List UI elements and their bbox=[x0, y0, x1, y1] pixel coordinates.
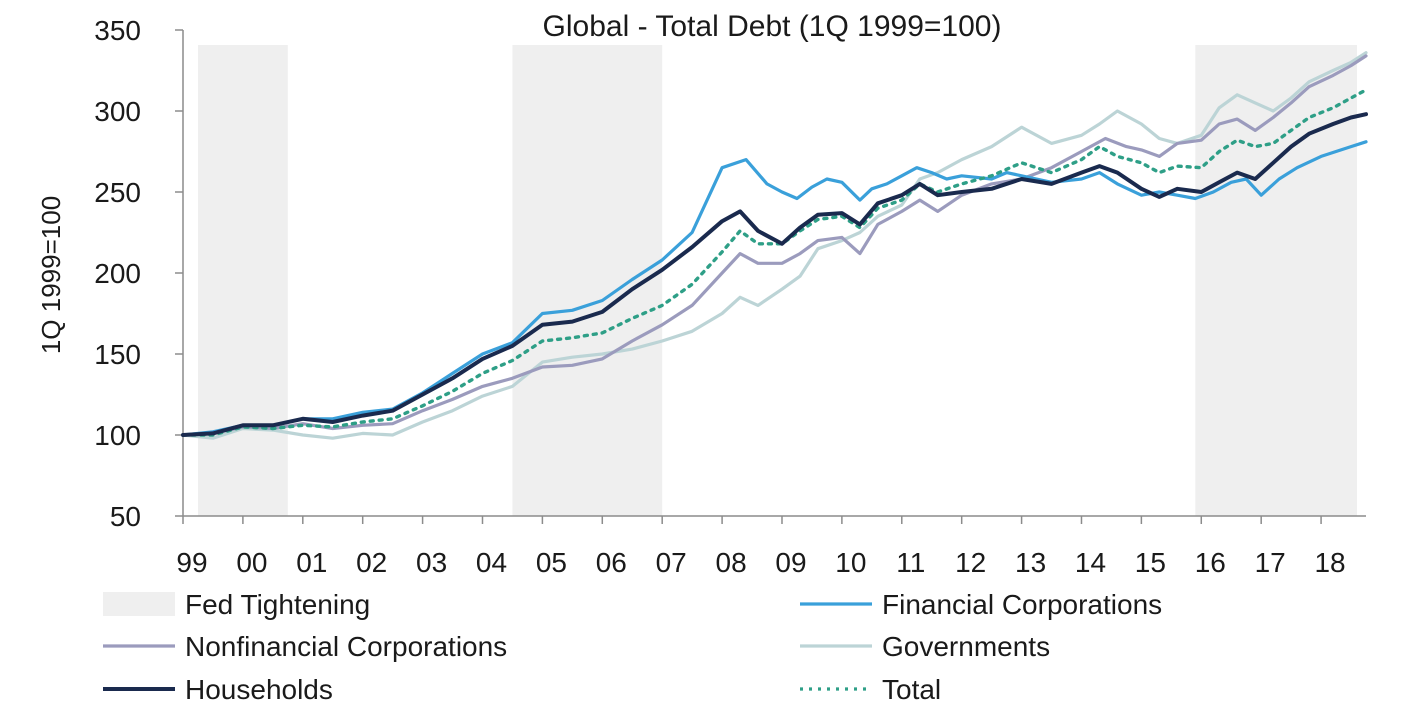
series-line-financial-corporations bbox=[181, 140, 1368, 437]
x-tick-label: 10 bbox=[835, 547, 866, 578]
x-tick-label: 14 bbox=[1075, 547, 1106, 578]
x-tick-label: 05 bbox=[536, 547, 567, 578]
y-tick-label: 50 bbox=[110, 501, 141, 532]
series-lines bbox=[181, 51, 1368, 440]
fed-tightening-region-2 bbox=[512, 45, 663, 516]
series-line-governments bbox=[181, 51, 1368, 440]
y-tick-label: 150 bbox=[94, 339, 141, 370]
y-tick-label: 350 bbox=[94, 15, 141, 46]
shaded-regions bbox=[197, 45, 1358, 516]
x-tick-label: 18 bbox=[1314, 547, 1345, 578]
legend-label-total: Total bbox=[882, 674, 941, 705]
y-ticks: 50 100 150 200 250 300 350 bbox=[94, 15, 183, 532]
x-tick-label: 11 bbox=[896, 547, 925, 578]
x-tick-label: 04 bbox=[476, 547, 507, 578]
x-ticks: 99 00 01 02 03 04 05 06 07 08 09 10 11 12 13 14 15 16 17 18 bbox=[176, 516, 1346, 578]
axes bbox=[182, 30, 1366, 517]
y-tick-label: 200 bbox=[94, 258, 141, 289]
x-tick-label: 07 bbox=[656, 547, 687, 578]
y-tick-label: 300 bbox=[94, 96, 141, 127]
y-axis-label: 1Q 1999=100 bbox=[36, 196, 66, 354]
legend-swatch-fed-tightening bbox=[103, 592, 175, 616]
x-tick-label: 08 bbox=[716, 547, 747, 578]
series-line-households bbox=[181, 112, 1368, 437]
series-line-total bbox=[181, 88, 1368, 437]
x-tick-label: 17 bbox=[1255, 547, 1286, 578]
legend-label-nonfinancial-corporations: Nonfinancial Corporations bbox=[185, 631, 507, 662]
y-tick-label: 100 bbox=[94, 420, 141, 451]
x-tick-label: 99 bbox=[176, 547, 207, 578]
fed-tightening-region-1 bbox=[197, 45, 288, 516]
x-tick-label: 15 bbox=[1135, 547, 1166, 578]
legend: Fed Tightening Financial Corporations Nonf… bbox=[103, 589, 1162, 705]
series-line-nonfinancial-corporations bbox=[181, 54, 1368, 437]
x-tick-label: 09 bbox=[775, 547, 806, 578]
x-tick-label: 16 bbox=[1195, 547, 1226, 578]
y-tick-label: 250 bbox=[94, 177, 141, 208]
x-tick-label: 02 bbox=[356, 547, 387, 578]
x-tick-label: 03 bbox=[416, 547, 447, 578]
legend-label-households: Households bbox=[185, 674, 333, 705]
x-tick-label: 06 bbox=[596, 547, 627, 578]
legend-label-fed-tightening: Fed Tightening bbox=[185, 589, 370, 620]
x-tick-label: 00 bbox=[236, 547, 267, 578]
x-tick-label: 12 bbox=[955, 547, 986, 578]
legend-label-financial-corporations: Financial Corporations bbox=[882, 589, 1162, 620]
x-tick-label: 13 bbox=[1015, 547, 1046, 578]
x-tick-label: 01 bbox=[296, 547, 327, 578]
chart-title: Global - Total Debt (1Q 1999=100) bbox=[543, 10, 1002, 43]
legend-label-governments: Governments bbox=[882, 631, 1050, 662]
